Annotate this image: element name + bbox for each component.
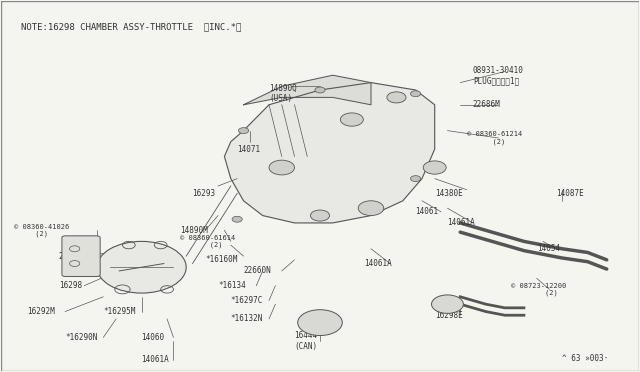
Text: NOTE:16298 CHAMBER ASSY-THROTTLE  〈INC.*〉: NOTE:16298 CHAMBER ASSY-THROTTLE 〈INC.*〉: [20, 23, 241, 32]
Text: 14061A: 14061A: [365, 259, 392, 268]
Circle shape: [423, 161, 446, 174]
Text: ^ 63 »003·: ^ 63 »003·: [562, 354, 609, 363]
Text: 16298E: 16298E: [435, 311, 463, 320]
Circle shape: [97, 241, 186, 293]
Text: *16132N: *16132N: [231, 314, 263, 323]
Text: *16297C: *16297C: [231, 296, 263, 305]
Text: 14061: 14061: [415, 207, 438, 217]
Text: 14060: 14060: [141, 333, 164, 342]
Text: © 08360-41026
     (2): © 08360-41026 (2): [14, 224, 69, 237]
Polygon shape: [244, 75, 371, 105]
Text: 14054: 14054: [537, 244, 560, 253]
Circle shape: [387, 92, 406, 103]
Circle shape: [239, 128, 248, 134]
Circle shape: [410, 91, 420, 97]
Text: 22686M: 22686M: [473, 100, 500, 109]
Circle shape: [269, 160, 294, 175]
Circle shape: [431, 295, 463, 313]
Text: 14061A: 14061A: [141, 355, 170, 364]
Text: 14087E: 14087E: [556, 189, 584, 198]
Text: 16298: 16298: [59, 281, 82, 290]
FancyBboxPatch shape: [62, 236, 100, 276]
Text: © 08723-12200
        (2): © 08723-12200 (2): [511, 283, 566, 296]
Circle shape: [298, 310, 342, 336]
Text: © 08360-61614
       (2): © 08360-61614 (2): [180, 235, 235, 248]
Circle shape: [232, 216, 243, 222]
Text: 08931-30410
PLUGプラグ（1）: 08931-30410 PLUGプラグ（1）: [473, 65, 524, 85]
Text: *16134: *16134: [218, 281, 246, 290]
Text: 14071: 14071: [237, 145, 260, 154]
Polygon shape: [225, 83, 435, 223]
Circle shape: [340, 113, 364, 126]
Text: © 08360-61214
      (2): © 08360-61214 (2): [467, 131, 522, 145]
Circle shape: [358, 201, 384, 215]
Text: 16293: 16293: [193, 189, 216, 198]
Text: 14890M: 14890M: [180, 226, 207, 235]
Text: 14380E: 14380E: [435, 189, 463, 198]
Text: 22660N: 22660N: [244, 266, 271, 275]
Text: *16290N: *16290N: [65, 333, 97, 342]
Circle shape: [315, 87, 325, 93]
Text: 16444
(CAN): 16444 (CAN): [294, 331, 317, 351]
Text: *16295M: *16295M: [103, 307, 136, 316]
Text: 22620: 22620: [59, 251, 82, 261]
Text: *16160M: *16160M: [205, 255, 237, 264]
Circle shape: [310, 210, 330, 221]
Text: 16292M: 16292M: [27, 307, 54, 316]
Circle shape: [410, 176, 420, 182]
Text: 14890Q
(USA): 14890Q (USA): [269, 84, 297, 103]
Text: 14061A: 14061A: [447, 218, 475, 227]
